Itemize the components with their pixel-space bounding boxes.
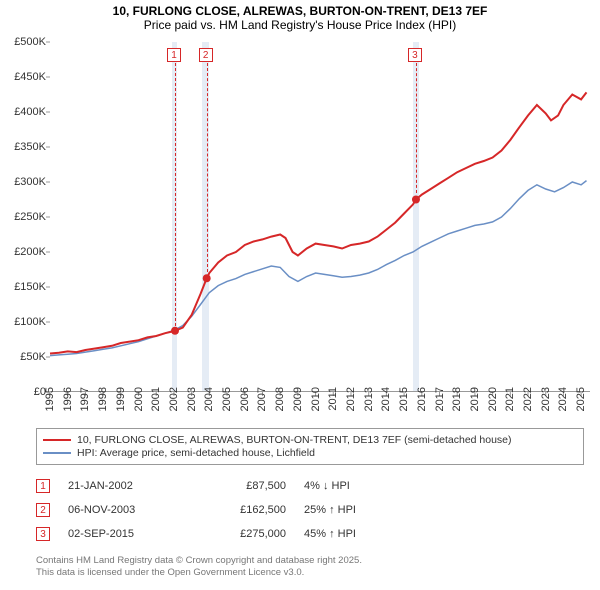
x-tick-label: 2010 (310, 387, 322, 411)
chart-title-line1: 10, FURLONG CLOSE, ALREWAS, BURTON-ON-TR… (0, 4, 600, 18)
event-price: £275,000 (196, 528, 286, 540)
x-tick-label: 2004 (203, 387, 215, 411)
x-tick-label: 2022 (522, 387, 534, 411)
x-tick-label: 2002 (168, 387, 180, 411)
events-table: 1 21-JAN-2002 £87,500 4% ↓ HPI 2 06-NOV-… (36, 474, 584, 546)
event-marker-dot (171, 327, 179, 335)
x-tick-label: 2019 (469, 387, 481, 411)
y-tick-label: £400K (2, 106, 46, 118)
event-pct: 25% ↑ HPI (304, 504, 414, 516)
x-tick-label: 1996 (62, 387, 74, 411)
x-tick-label: 2000 (133, 387, 145, 411)
legend: 10, FURLONG CLOSE, ALREWAS, BURTON-ON-TR… (36, 428, 584, 465)
event-marker-line (207, 63, 208, 272)
event-marker-line (416, 63, 417, 193)
license-text: Contains HM Land Registry data © Crown c… (36, 555, 584, 580)
event-date: 02-SEP-2015 (68, 528, 178, 540)
event-row: 2 06-NOV-2003 £162,500 25% ↑ HPI (36, 498, 584, 522)
event-marker-box: 3 (408, 48, 422, 62)
x-tick-label: 2014 (380, 387, 392, 411)
x-tick-label: 1997 (79, 387, 91, 411)
x-tick-label: 1999 (115, 387, 127, 411)
x-tick-label: 2008 (274, 387, 286, 411)
title-block: 10, FURLONG CLOSE, ALREWAS, BURTON-ON-TR… (0, 0, 600, 32)
license-line1: Contains HM Land Registry data © Crown c… (36, 555, 584, 567)
event-row: 1 21-JAN-2002 £87,500 4% ↓ HPI (36, 474, 584, 498)
legend-row-property: 10, FURLONG CLOSE, ALREWAS, BURTON-ON-TR… (43, 434, 577, 446)
legend-label-property: 10, FURLONG CLOSE, ALREWAS, BURTON-ON-TR… (77, 434, 512, 446)
y-tick-label: £500K (2, 36, 46, 48)
legend-swatch-hpi (43, 452, 71, 454)
y-tick-label: £300K (2, 176, 46, 188)
x-tick-label: 2009 (292, 387, 304, 411)
event-pct: 4% ↓ HPI (304, 480, 414, 492)
x-tick-label: 2013 (363, 387, 375, 411)
x-tick-label: 1998 (97, 387, 109, 411)
x-tick-label: 2011 (327, 387, 339, 411)
event-marker: 2 (36, 503, 50, 517)
event-marker: 1 (36, 479, 50, 493)
x-tick-label: 2012 (345, 387, 357, 411)
x-tick-label: 2023 (540, 387, 552, 411)
chart-title-line2: Price paid vs. HM Land Registry's House … (0, 18, 600, 32)
x-tick-label: 2007 (256, 387, 268, 411)
chart-area: £0£50K£100K£150K£200K£250K£300K£350K£400… (50, 42, 590, 392)
y-tick-label: £250K (2, 211, 46, 223)
event-marker-line (175, 63, 176, 326)
event-marker-box: 2 (199, 48, 213, 62)
x-tick-label: 1995 (44, 387, 56, 411)
series-property (50, 92, 587, 353)
event-pct: 45% ↑ HPI (304, 528, 414, 540)
x-tick-label: 2001 (150, 387, 162, 411)
y-tick-label: £50K (2, 351, 46, 363)
series-hpi (50, 181, 587, 356)
x-tick-label: 2021 (504, 387, 516, 411)
x-tick-label: 2003 (186, 387, 198, 411)
event-marker-dot (412, 196, 420, 204)
x-tick-label: 2016 (416, 387, 428, 411)
y-tick-label: £450K (2, 71, 46, 83)
x-tick-label: 2015 (398, 387, 410, 411)
legend-swatch-property (43, 439, 71, 441)
x-tick-label: 2005 (221, 387, 233, 411)
legend-label-hpi: HPI: Average price, semi-detached house,… (77, 447, 315, 459)
x-tick-label: 2006 (239, 387, 251, 411)
x-tick-label: 2020 (487, 387, 499, 411)
x-tick-label: 2018 (451, 387, 463, 411)
event-price: £162,500 (196, 504, 286, 516)
event-marker-dot (203, 274, 211, 282)
x-tick-label: 2017 (434, 387, 446, 411)
event-date: 21-JAN-2002 (68, 480, 178, 492)
y-tick-label: £100K (2, 316, 46, 328)
plot-region: £0£50K£100K£150K£200K£250K£300K£350K£400… (50, 42, 590, 392)
event-row: 3 02-SEP-2015 £275,000 45% ↑ HPI (36, 522, 584, 546)
license-line2: This data is licensed under the Open Gov… (36, 567, 584, 579)
plot-svg (50, 42, 590, 392)
y-tick-label: £150K (2, 281, 46, 293)
event-marker-box: 1 (167, 48, 181, 62)
y-tick-label: £200K (2, 246, 46, 258)
y-tick-label: £350K (2, 141, 46, 153)
legend-row-hpi: HPI: Average price, semi-detached house,… (43, 447, 577, 459)
event-price: £87,500 (196, 480, 286, 492)
event-marker: 3 (36, 527, 50, 541)
x-tick-label: 2025 (575, 387, 587, 411)
event-date: 06-NOV-2003 (68, 504, 178, 516)
y-tick-label: £0 (2, 386, 46, 398)
x-tick-label: 2024 (557, 387, 569, 411)
chart-container: 10, FURLONG CLOSE, ALREWAS, BURTON-ON-TR… (0, 0, 600, 590)
